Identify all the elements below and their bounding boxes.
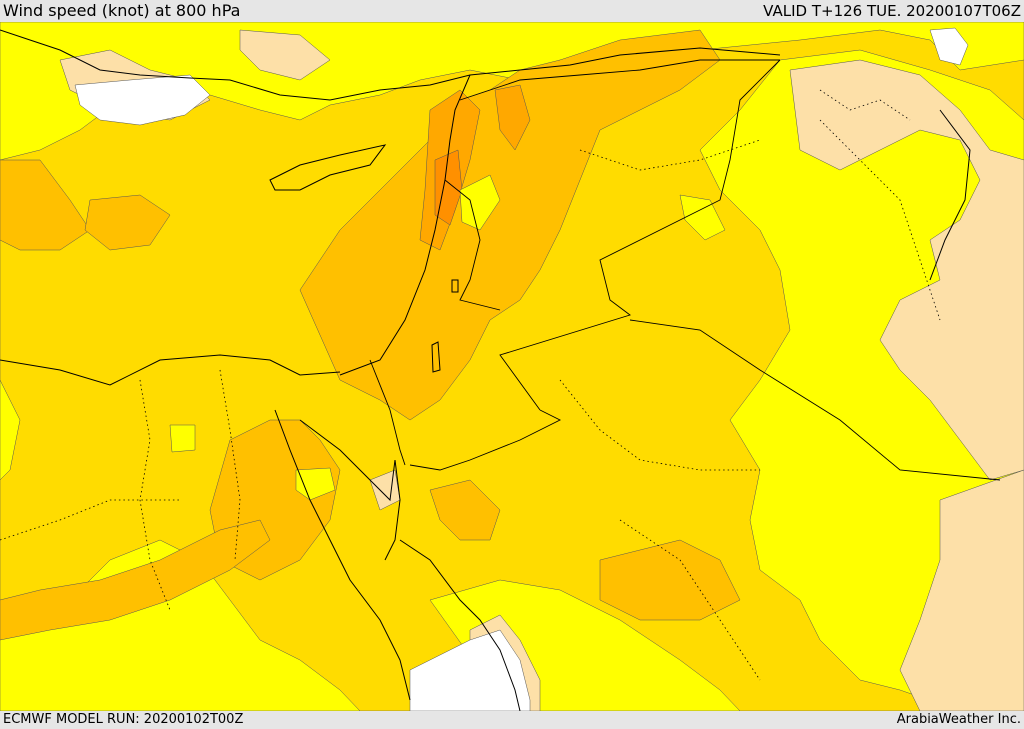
field-amber-med [84,194,171,251]
field-yellow-spot2 [169,424,196,453]
border-jordan-saudi [409,409,562,471]
border-egypt-israel [369,359,406,466]
coastline-persian-gulf [929,109,971,281]
valid-time: VALID T+126 TUE. 20200107T06Z [763,2,1021,20]
field-light-north2 [239,29,331,81]
field-orange-east [494,84,531,151]
weather-map[interactable] [0,22,1024,711]
coastline-saudi-red-sea [399,539,521,711]
header-bar: Wind speed (knot) at 800 hPa VALID T+126… [0,0,1024,22]
field-amber-iraq [599,539,741,621]
field-amber-west [0,159,91,251]
map-title: Wind speed (knot) at 800 hPa [3,1,241,20]
coastline-aqaba [384,459,401,561]
coastline-egypt-north [0,354,341,386]
coastline-cyprus [269,144,387,191]
field-amber-jordan [429,479,501,541]
border-levant-inner [444,179,501,311]
coastline-sinai-east [299,419,396,502]
field-yellow-spot1 [459,174,501,231]
province-line-1 [139,379,171,611]
field-yellow-spot3 [295,467,336,501]
lake-galilee [451,279,459,293]
model-run: ECMWF MODEL RUN: 20200102T00Z [3,712,244,727]
province-line-3 [0,499,180,541]
field-light-ne [789,59,1024,481]
footer-bar: ECMWF MODEL RUN: 20200102T00Z ArabiaWeat… [0,711,1024,729]
field-yellow-spot4 [679,194,726,241]
province-line-5 [579,139,761,171]
field-amber-egypt [0,519,271,641]
field-strong-core [434,149,463,226]
coastline-turkey-south [0,29,781,101]
coastline-levant [339,74,471,376]
border-iraq-saudi [629,319,1001,481]
coastline-suez-west [274,409,411,701]
field-light-se [899,469,1024,711]
wind-speed-map [0,22,1024,711]
field-yellow-west [0,379,21,481]
border-turkey-syria [459,59,780,101]
province-line-7 [619,519,761,681]
field-calm-aegean [74,74,211,126]
province-line-6 [819,119,941,321]
lake-dead-sea [431,341,441,373]
border-syria-iraq [499,59,781,411]
province-line-4 [559,379,760,471]
credit-label: ArabiaWeather Inc. [896,712,1021,727]
field-calm-caspian [929,27,969,66]
province-line-8 [819,89,911,121]
